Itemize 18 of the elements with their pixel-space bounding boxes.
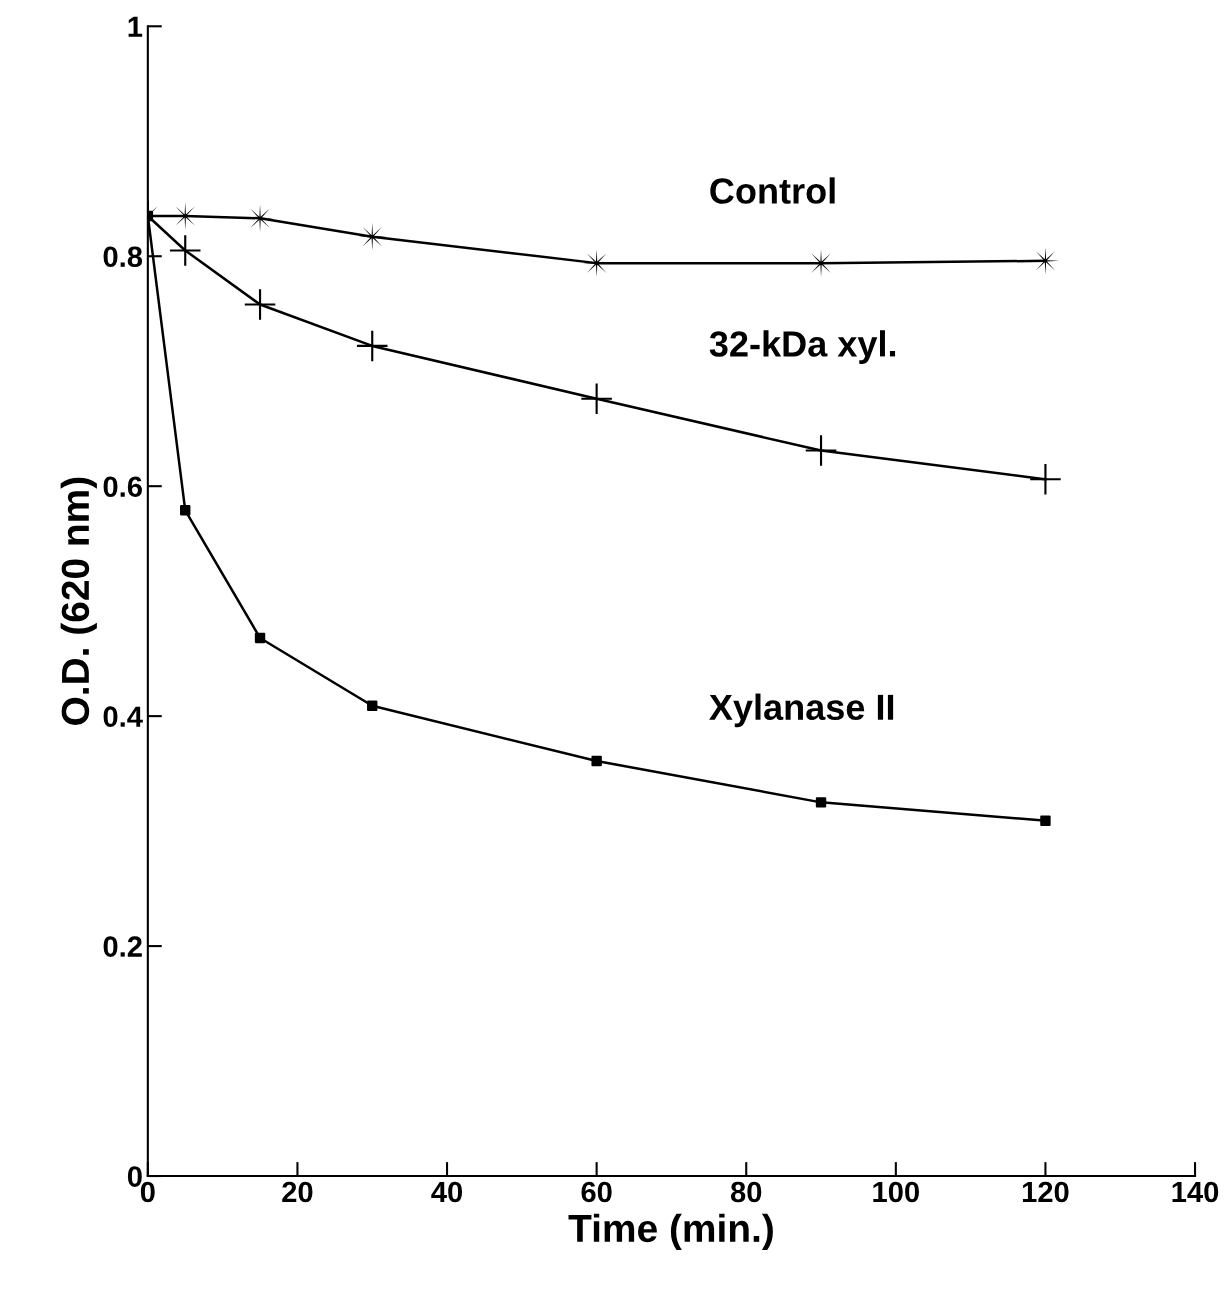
- y-tick-label: 0: [127, 1166, 142, 1187]
- x-tick-label: 40: [431, 1181, 463, 1203]
- y-tick-label: 0.6: [103, 476, 142, 498]
- x-tick-label: 20: [282, 1181, 313, 1203]
- x-tick-label: 120: [1022, 1181, 1069, 1203]
- series-label: Xylanase II: [709, 693, 894, 728]
- x-axis-title: Time (min.): [568, 1213, 773, 1250]
- y-tick-label: 0.8: [103, 246, 143, 268]
- series-label: Control: [710, 177, 835, 204]
- x-tick-label: 140: [1172, 1181, 1219, 1203]
- y-tick-label: 0.4: [103, 706, 143, 727]
- y-tick-label: 0.2: [103, 936, 142, 957]
- series-label: 32-kDa xyl.: [709, 330, 896, 364]
- y-axis-title: O.D. (620 nm): [60, 477, 97, 725]
- x-tick-label: 80: [730, 1181, 762, 1203]
- x-tick-label: 100: [873, 1181, 919, 1203]
- y-tick-label: 1: [128, 16, 143, 37]
- x-tick-label: 60: [581, 1181, 612, 1203]
